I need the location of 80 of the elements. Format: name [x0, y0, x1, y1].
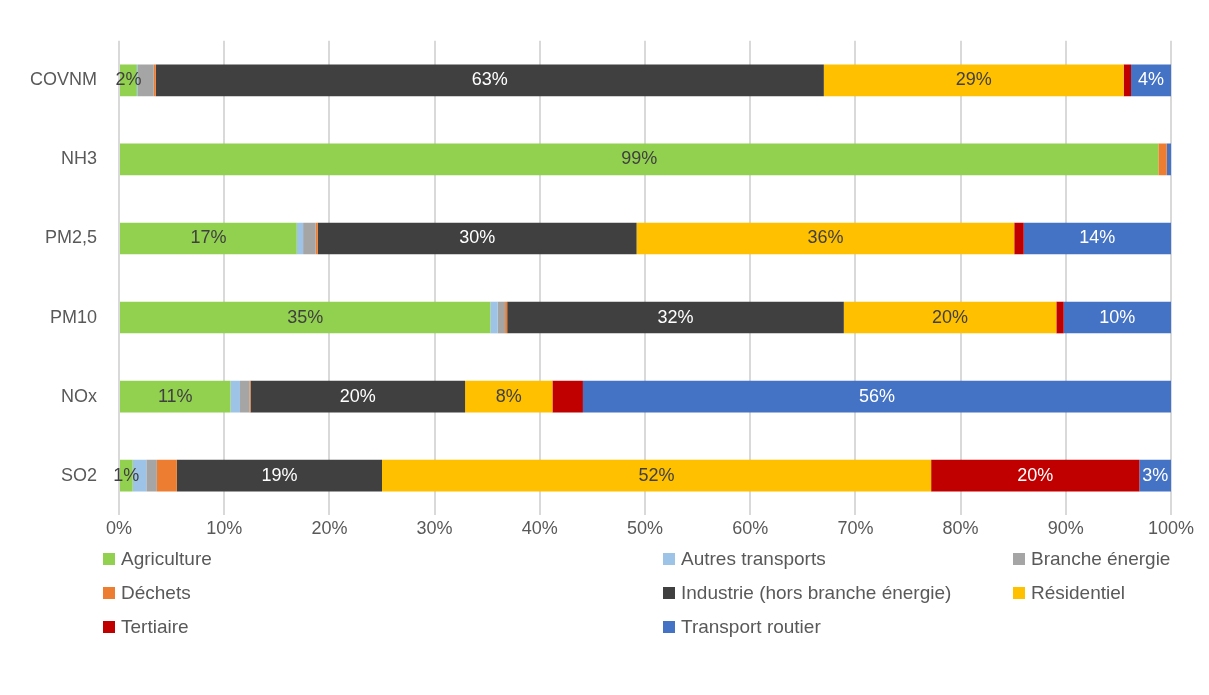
- y-tick-label: SO2: [60, 464, 97, 485]
- y-tick-label: NOx: [61, 385, 97, 406]
- x-tick-label: 70%: [837, 517, 874, 538]
- data-label: 63%: [471, 69, 508, 90]
- legend-label: Tertiaire: [121, 616, 189, 638]
- x-tick-label: 100%: [1147, 517, 1195, 538]
- data-label: 8%: [495, 385, 522, 406]
- legend-label: Transport routier: [681, 616, 821, 638]
- x-tick-label: 50%: [626, 517, 664, 538]
- bar: [317, 222, 637, 255]
- data-label: 20%: [1017, 464, 1054, 485]
- y-tick-label: PM2,5: [44, 227, 97, 248]
- bar: [552, 380, 583, 413]
- bar: [120, 222, 297, 255]
- bar: [146, 459, 157, 492]
- legend-label: Autres transports: [681, 548, 826, 570]
- data-label: 14%: [1079, 227, 1116, 248]
- bar: [843, 301, 1057, 334]
- bar: [1166, 143, 1171, 176]
- data-label: 20%: [339, 385, 376, 406]
- bar: [582, 380, 1171, 413]
- bar: [823, 64, 1124, 97]
- bar: [176, 459, 382, 492]
- x-tick-label: 60%: [732, 517, 769, 538]
- data-label: 36%: [807, 227, 844, 248]
- legend-label: Branche énergie: [1031, 548, 1171, 570]
- data-label: 4%: [1138, 69, 1165, 90]
- data-label: 56%: [858, 385, 895, 406]
- y-tick-label: COVNM: [30, 69, 97, 90]
- x-tick-label: 0%: [105, 517, 133, 538]
- bar: [497, 301, 506, 334]
- bar: [156, 459, 177, 492]
- bar: [296, 222, 304, 255]
- bar: [1023, 222, 1171, 255]
- x-tick-label: 90%: [1047, 517, 1084, 538]
- bar: [120, 380, 231, 413]
- data-label: 30%: [459, 227, 496, 248]
- bar: [1056, 301, 1064, 334]
- data-label: 11%: [157, 385, 193, 406]
- data-label: 99%: [621, 148, 658, 169]
- bar: [465, 380, 553, 413]
- x-tick-label: 10%: [206, 517, 243, 538]
- bar: [153, 64, 156, 97]
- bar: [1014, 222, 1024, 255]
- data-label: 3%: [1142, 464, 1169, 485]
- bar: [230, 380, 240, 413]
- bar: [1123, 64, 1132, 97]
- legend-label: Déchets: [121, 582, 191, 604]
- x-tick-label: 40%: [521, 517, 558, 538]
- bar: [315, 222, 318, 255]
- bar: [120, 143, 1159, 176]
- x-tick-label: 80%: [942, 517, 979, 538]
- bar: [382, 459, 932, 492]
- bar: [250, 380, 466, 413]
- data-label: 29%: [955, 69, 992, 90]
- y-tick-label: PM10: [49, 306, 97, 327]
- data-label: 32%: [657, 306, 694, 327]
- data-label: 19%: [261, 464, 298, 485]
- bar: [303, 222, 316, 255]
- data-label: 17%: [190, 227, 227, 248]
- bar: [155, 64, 824, 97]
- legend-label: Résidentiel: [1031, 582, 1125, 604]
- y-tick-label: NH3: [60, 148, 97, 169]
- data-label: 10%: [1099, 306, 1136, 327]
- data-label: 52%: [638, 464, 675, 485]
- legend-label: Industrie (hors branche énergie): [681, 582, 952, 604]
- x-tick-label: 30%: [416, 517, 453, 538]
- bar: [239, 380, 250, 413]
- bar: [490, 301, 498, 334]
- data-label: 35%: [287, 306, 324, 327]
- bar: [507, 301, 844, 334]
- bar: [1063, 301, 1171, 334]
- bar: [120, 301, 491, 334]
- x-tick-label: 20%: [311, 517, 348, 538]
- bar: [505, 301, 508, 334]
- bar: [636, 222, 1015, 255]
- bar: [931, 459, 1140, 492]
- bar: [1158, 143, 1167, 176]
- data-label: 20%: [932, 306, 969, 327]
- legend-label: Agriculture: [121, 548, 212, 570]
